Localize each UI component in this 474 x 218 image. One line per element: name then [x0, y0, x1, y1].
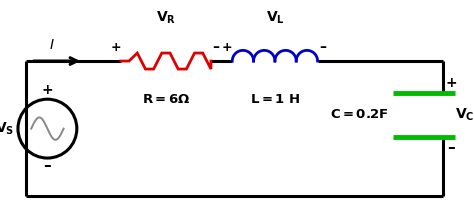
Text: $\mathbf{V_R}$: $\mathbf{V_R}$ [156, 10, 176, 26]
Text: +: + [42, 83, 53, 97]
Text: +: + [110, 41, 121, 54]
Text: $\mathbf{R{=}6\Omega}$: $\mathbf{R{=}6\Omega}$ [142, 93, 190, 106]
Text: $\mathbf{V_L}$: $\mathbf{V_L}$ [265, 10, 284, 26]
Text: $\mathbf{L{=}1\ H}$: $\mathbf{L{=}1\ H}$ [250, 93, 300, 106]
Text: $\mathbf{V_S}$: $\mathbf{V_S}$ [0, 120, 14, 137]
Text: +: + [222, 41, 233, 54]
Text: $\mathbf{V_C}$: $\mathbf{V_C}$ [455, 107, 474, 123]
Text: –: – [319, 40, 326, 54]
Text: $\mathit{I}$: $\mathit{I}$ [49, 38, 55, 52]
Text: –: – [44, 158, 51, 173]
Text: –: – [212, 40, 219, 54]
Text: $\mathbf{C{=}0.2F}$: $\mathbf{C{=}0.2F}$ [329, 109, 388, 121]
Text: +: + [446, 76, 457, 90]
Text: –: – [447, 140, 455, 155]
